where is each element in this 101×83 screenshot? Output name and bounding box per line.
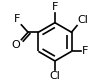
Text: F: F: [82, 46, 88, 56]
Text: O: O: [11, 40, 20, 50]
Text: F: F: [14, 14, 21, 24]
Text: Cl: Cl: [49, 71, 60, 81]
Text: F: F: [52, 2, 58, 12]
Text: Cl: Cl: [78, 15, 89, 25]
